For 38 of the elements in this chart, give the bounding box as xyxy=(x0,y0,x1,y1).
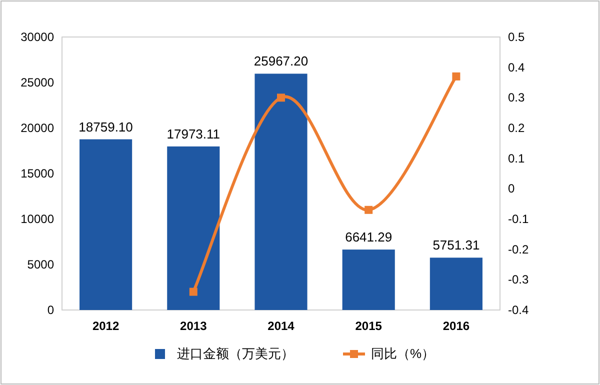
y2-tick-label: 0.4 xyxy=(508,60,526,74)
x-tick-label: 2013 xyxy=(180,319,208,333)
y-tick-label: 0 xyxy=(47,303,54,317)
y-tick-label: 30000 xyxy=(20,30,54,44)
point xyxy=(452,72,460,80)
data-label: 6641.29 xyxy=(345,230,392,245)
y2-tick-label: -0.4 xyxy=(508,303,530,317)
x-tick-label: 2016 xyxy=(442,319,470,333)
y2-tick-label: 0 xyxy=(508,182,515,196)
y-tick-label: 15000 xyxy=(20,166,54,180)
bar xyxy=(254,74,308,310)
y-tick-label: 20000 xyxy=(20,121,54,135)
bar xyxy=(430,258,482,310)
y2-tick-label: 0.5 xyxy=(508,30,526,44)
point xyxy=(364,206,373,214)
x-tick-label: 2014 xyxy=(268,319,295,333)
x-tick-label: 2012 xyxy=(92,319,120,333)
y-tick-label: 25000 xyxy=(20,76,54,90)
y2-tick-label: 0.1 xyxy=(508,151,526,166)
y2-tick-label: 0.3 xyxy=(508,90,526,105)
x-tick-label: 2015 xyxy=(355,319,382,333)
bar xyxy=(342,250,395,310)
bar xyxy=(80,139,132,310)
data-label: 25967.20 xyxy=(254,54,308,69)
point xyxy=(277,94,285,102)
legend-label: 同比（%） xyxy=(371,346,435,361)
y2-tick-label: 0.2 xyxy=(508,121,526,135)
y-tick-label: 10000 xyxy=(20,212,54,226)
y-tick-label: 5000 xyxy=(27,258,54,272)
legend-label: 进口金额（万美元） xyxy=(177,346,294,361)
data-label: 18759.10 xyxy=(78,119,133,134)
data-label: 17973.11 xyxy=(166,126,220,142)
point xyxy=(189,288,198,296)
data-label: 5751.31 xyxy=(432,238,480,253)
y2-tick-label: -0.1 xyxy=(508,212,530,226)
y2-tick-label: -0.2 xyxy=(508,242,530,256)
y2-tick-label: -0.3 xyxy=(508,272,530,287)
bar xyxy=(167,146,220,310)
